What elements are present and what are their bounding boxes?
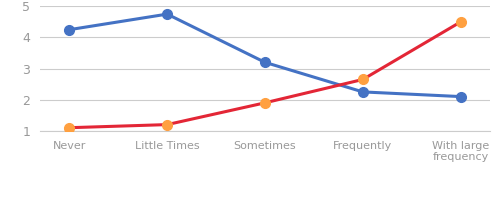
Legend: Positive, Negative: Positive, Negative [166,209,364,211]
